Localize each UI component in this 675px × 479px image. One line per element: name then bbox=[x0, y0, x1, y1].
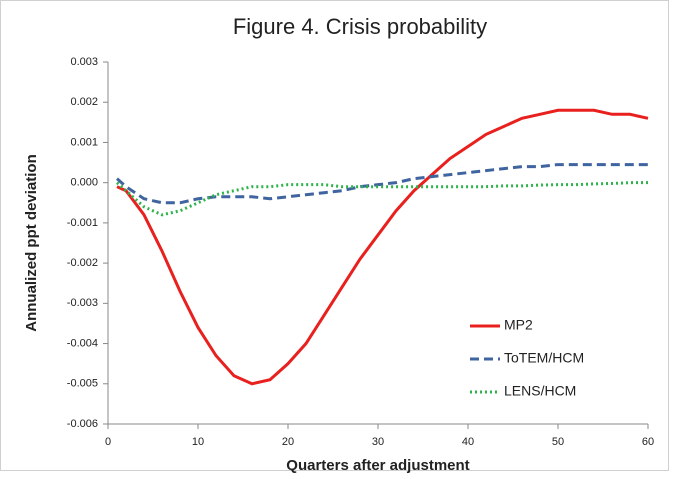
y-tick-label: -0.003 bbox=[67, 297, 98, 309]
y-tick-label: -0.006 bbox=[67, 418, 98, 430]
y-tick-label: 0.002 bbox=[70, 96, 98, 108]
series-line bbox=[116, 108, 649, 386]
frame bbox=[0, 0, 669, 471]
x-tick-label: 30 bbox=[372, 436, 384, 448]
y-tick-label: -0.005 bbox=[67, 378, 98, 390]
x-tick-label: 50 bbox=[552, 436, 564, 448]
x-tick-label: 20 bbox=[282, 436, 294, 448]
legend-label: MP2 bbox=[504, 317, 533, 333]
x-axis-label: Quarters after adjustment bbox=[286, 457, 469, 474]
legend-label: LENS/HCM bbox=[504, 383, 576, 399]
y-axis-label: Annualized ppt deviation bbox=[23, 154, 40, 332]
series-line bbox=[116, 181, 648, 217]
y-tick-label: -0.004 bbox=[67, 337, 98, 349]
y-tick-label: 0.003 bbox=[70, 56, 98, 68]
series-line bbox=[116, 163, 648, 205]
chart-title: Figure 4. Crisis probability bbox=[233, 14, 487, 39]
y-tick-label: -0.001 bbox=[67, 217, 98, 229]
x-tick-label: 0 bbox=[105, 436, 111, 448]
x-tick-label: 40 bbox=[462, 436, 474, 448]
legend-label: ToTEM/HCM bbox=[504, 350, 584, 366]
x-tick-label: 60 bbox=[642, 436, 654, 448]
y-tick-label: -0.002 bbox=[67, 257, 98, 269]
x-tick-label: 10 bbox=[192, 436, 204, 448]
y-tick-label: 0.000 bbox=[70, 177, 98, 189]
y-tick-label: 0.001 bbox=[70, 136, 98, 148]
